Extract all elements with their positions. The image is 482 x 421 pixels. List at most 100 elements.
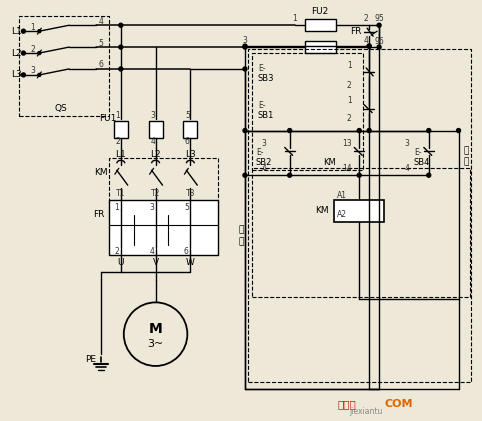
Text: SB1: SB1 (258, 111, 274, 120)
Circle shape (22, 29, 26, 33)
Text: FU1: FU1 (99, 114, 117, 123)
Text: E-: E- (258, 64, 266, 73)
Text: 地: 地 (238, 237, 244, 246)
Text: A2: A2 (337, 210, 348, 219)
Circle shape (367, 128, 371, 133)
Bar (109, 200, 218, 255)
Circle shape (377, 45, 381, 49)
Circle shape (38, 73, 41, 76)
Text: 地: 地 (464, 158, 469, 167)
Text: KM: KM (315, 205, 328, 215)
Text: 4: 4 (404, 164, 409, 173)
Circle shape (243, 44, 247, 48)
Text: 6: 6 (184, 247, 189, 256)
Text: 1: 1 (30, 23, 35, 32)
Text: 6: 6 (185, 137, 190, 146)
Text: 2: 2 (364, 14, 369, 23)
Text: 4: 4 (149, 247, 154, 256)
Bar (148, 120, 162, 139)
Circle shape (288, 128, 292, 133)
Text: W: W (186, 258, 195, 267)
Bar (19, 16, 109, 116)
Bar (248, 49, 471, 382)
Text: SB2: SB2 (256, 158, 272, 167)
Circle shape (243, 45, 247, 49)
Text: 95: 95 (374, 14, 384, 23)
Circle shape (243, 67, 247, 71)
Circle shape (288, 173, 292, 177)
Text: 5: 5 (184, 203, 189, 211)
Text: 3: 3 (149, 203, 154, 211)
Circle shape (119, 45, 123, 49)
Text: 2: 2 (114, 247, 119, 256)
Text: 4: 4 (98, 17, 103, 26)
Bar (183, 120, 197, 139)
Circle shape (243, 173, 247, 177)
Circle shape (377, 23, 381, 27)
Text: T2: T2 (151, 189, 160, 197)
Circle shape (119, 67, 123, 71)
Circle shape (119, 23, 123, 27)
Text: 4: 4 (364, 36, 369, 45)
Text: 4: 4 (150, 137, 155, 146)
Bar (335, 200, 384, 222)
Bar (114, 120, 128, 139)
Text: V: V (152, 258, 159, 267)
Text: 2: 2 (347, 114, 352, 123)
Circle shape (427, 173, 431, 177)
Text: QS: QS (55, 104, 67, 113)
Text: L1: L1 (12, 27, 22, 36)
Text: 3~: 3~ (147, 339, 164, 349)
Text: 5: 5 (185, 111, 190, 120)
Text: 13: 13 (343, 139, 352, 148)
Text: L3: L3 (12, 70, 22, 80)
Text: SB4: SB4 (414, 158, 430, 167)
Text: 1: 1 (347, 96, 352, 105)
Text: L3: L3 (185, 150, 196, 159)
Text: 3: 3 (404, 139, 409, 148)
Text: 2: 2 (30, 45, 35, 53)
Text: E-: E- (414, 148, 421, 157)
Circle shape (38, 30, 41, 33)
Circle shape (243, 128, 247, 133)
Text: 14: 14 (343, 164, 352, 173)
Circle shape (367, 44, 371, 48)
Text: 乙: 乙 (464, 146, 469, 155)
Circle shape (357, 128, 361, 133)
Bar (252, 168, 470, 297)
Text: 甲: 甲 (238, 225, 244, 234)
Text: 96: 96 (374, 37, 384, 45)
Text: 3: 3 (150, 111, 155, 120)
Bar (305, 41, 336, 53)
Text: FU2: FU2 (311, 7, 328, 16)
Text: L2: L2 (150, 150, 161, 159)
Text: PE: PE (85, 354, 96, 363)
Text: L1: L1 (115, 150, 126, 159)
Text: L2: L2 (12, 48, 22, 58)
Circle shape (38, 51, 41, 55)
Bar (109, 158, 218, 218)
Text: COM: COM (385, 399, 413, 409)
Text: FR: FR (93, 210, 105, 219)
Text: jiexiantu: jiexiantu (349, 407, 383, 416)
Text: 1: 1 (292, 14, 297, 23)
Text: KM: KM (94, 168, 108, 177)
Text: FR: FR (350, 27, 361, 36)
Text: 3: 3 (30, 67, 35, 75)
Text: M: M (148, 322, 162, 336)
Circle shape (22, 73, 26, 77)
Circle shape (367, 44, 371, 48)
Text: 3: 3 (261, 139, 266, 148)
Text: 2: 2 (116, 137, 120, 146)
Text: 1: 1 (347, 61, 352, 70)
Bar (305, 19, 336, 31)
Text: 接线图: 接线图 (338, 399, 357, 409)
Circle shape (427, 128, 431, 133)
Text: E-: E- (258, 101, 266, 110)
Text: U: U (118, 258, 124, 267)
Text: 4: 4 (261, 164, 266, 173)
Text: 3: 3 (242, 36, 247, 45)
Circle shape (456, 128, 460, 133)
Circle shape (22, 51, 26, 55)
Bar (252, 53, 363, 170)
